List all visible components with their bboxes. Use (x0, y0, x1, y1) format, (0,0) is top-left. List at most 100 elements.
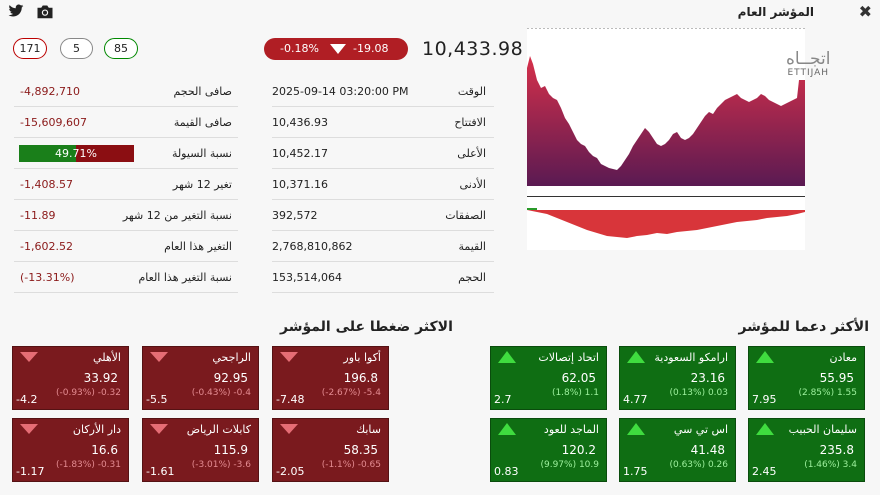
stats-row: نسبة السيولة 49.71% (14, 138, 238, 169)
stock-price: 62.05 (561, 371, 596, 385)
stock-price: 196.8 (343, 371, 378, 385)
net-flow-area (527, 210, 805, 238)
advancing-count-badge: 85 (104, 38, 138, 59)
stock-change: (-1.1%) -0.65 (321, 460, 381, 470)
pressure-card[interactable]: كابلات الرياض 115.9 (-3.01%) -3.6 -1.61 (142, 418, 259, 482)
stock-price: 16.6 (91, 443, 118, 457)
stock-change: (-1.83%) -0.31 (55, 460, 121, 470)
stock-name: دار الأركان (72, 423, 121, 436)
stock-name: معادن (829, 351, 857, 364)
index-points-impact: -7.48 (276, 393, 305, 406)
support-card[interactable]: سليمان الحبيب 235.8 (1.46%) 3.4 2.45 (748, 418, 865, 482)
detail-label: الأدنى (459, 178, 486, 191)
logo-arabic: اتجــاه (786, 49, 831, 69)
stat-value: -4,892,710 (20, 85, 80, 98)
up-triangle-icon (756, 423, 774, 435)
stats-table: صافى الحجم -4,892,710 صافى القيمة -15,60… (14, 76, 238, 293)
detail-value: 10,436.93 (272, 116, 328, 129)
index-points-impact: -4.2 (16, 393, 38, 406)
details-row: الافتتاح 10,436.93 (272, 107, 494, 138)
support-card[interactable]: اتحاد إتصالات 62.05 (1.8%) 1.1 2.7 (490, 346, 607, 410)
detail-value: 10,371.16 (272, 178, 328, 191)
stats-row: صافى القيمة -15,609,607 (14, 107, 238, 138)
details-table: الوقت 2025-09-14 03:20:00 PM الافتتاح 10… (272, 76, 494, 293)
stock-name: الأهلي (93, 351, 121, 364)
index-points-impact: 0.83 (494, 465, 519, 478)
stock-price: 55.95 (819, 371, 854, 385)
details-row: الأعلى 10,452.17 (272, 138, 494, 169)
stats-row: صافى الحجم -4,892,710 (14, 76, 238, 107)
up-triangle-icon (627, 351, 645, 363)
stat-value: (-13.31%) (20, 271, 75, 284)
details-row: القيمة 2,768,810,862 (272, 231, 494, 262)
index-change-percent: -0.18% (280, 42, 319, 55)
stat-label: صافى الحجم (173, 85, 232, 98)
detail-value: 392,572 (272, 209, 318, 222)
pressure-card[interactable]: سابك 58.35 (-1.1%) -0.65 -2.05 (272, 418, 389, 482)
pressure-card[interactable]: الأهلي 33.92 (-0.93%) -0.32 -4.2 (12, 346, 129, 410)
close-icon[interactable]: ✖ (858, 2, 872, 21)
pressure-card[interactable]: أكوا باور 196.8 (-2.67%) -5.4 -7.48 (272, 346, 389, 410)
stat-label: نسبة السيولة (171, 147, 232, 160)
liquidity-bar: 49.71% (19, 145, 134, 162)
index-change-badge: -0.18% -19.08 (264, 38, 408, 60)
index-points-impact: 2.45 (752, 465, 777, 478)
stat-value: -15,609,607 (20, 116, 87, 129)
down-triangle-icon (280, 424, 298, 434)
up-triangle-icon (498, 423, 516, 435)
down-triangle-icon (20, 424, 38, 434)
camera-icon[interactable] (36, 4, 54, 19)
intraday-chart[interactable] (527, 28, 805, 250)
down-triangle-icon (20, 352, 38, 362)
stock-change: (0.63%) 0.26 (669, 460, 728, 470)
stats-row: نسبة التغير هذا العام (-13.31%) (14, 262, 238, 293)
down-triangle-icon (280, 352, 298, 362)
stock-name: الماجد للعود (543, 423, 599, 436)
stock-price: 58.35 (343, 443, 378, 457)
stock-name: سابك (356, 423, 381, 436)
stock-price: 120.2 (561, 443, 596, 457)
stock-price: 23.16 (690, 371, 725, 385)
stock-price: 115.9 (213, 443, 248, 457)
down-arrow-icon (330, 44, 346, 54)
stock-name: أكوا باور (343, 351, 381, 364)
down-triangle-icon (150, 352, 168, 362)
declining-count-badge: 171 (13, 38, 47, 59)
pressure-card[interactable]: الراجحي 92.95 (-0.43%) -0.4 -5.5 (142, 346, 259, 410)
details-row: الصفقات 392,572 (272, 200, 494, 231)
liquidity-bar-fill (19, 145, 77, 162)
index-points-impact: -1.17 (16, 465, 45, 478)
up-triangle-icon (498, 351, 516, 363)
support-card[interactable]: اس تي سي 41.48 (0.63%) 0.26 1.75 (619, 418, 736, 482)
stat-value: -11.89 (20, 209, 56, 222)
up-triangle-icon (756, 351, 774, 363)
pressure-card[interactable]: دار الأركان 16.6 (-1.83%) -0.31 -1.17 (12, 418, 129, 482)
detail-value: 10,452.17 (272, 147, 328, 160)
support-card[interactable]: معادن 55.95 (2.85%) 1.55 7.95 (748, 346, 865, 410)
index-points-impact: 4.77 (623, 393, 648, 406)
detail-label: القيمة (458, 240, 486, 253)
stock-name: اتحاد إتصالات (538, 351, 599, 364)
stock-price: 41.48 (690, 443, 725, 457)
stock-name: سليمان الحبيب (788, 423, 857, 436)
detail-value: 2,768,810,862 (272, 240, 353, 253)
support-card[interactable]: الماجد للعود 120.2 (9.97%) 10.9 0.83 (490, 418, 607, 482)
twitter-icon[interactable] (8, 4, 24, 18)
stock-name: اس تي سي (673, 423, 728, 436)
index-points-impact: 1.75 (623, 465, 648, 478)
stock-change: (9.97%) 10.9 (540, 460, 599, 470)
stats-row: تغير 12 شهر -1,408.57 (14, 169, 238, 200)
index-points-impact: 2.7 (494, 393, 512, 406)
stat-value: -1,602.52 (20, 240, 73, 253)
index-change-points: -19.08 (353, 42, 389, 55)
detail-label: الوقت (457, 85, 486, 98)
details-row: الأدنى 10,371.16 (272, 169, 494, 200)
detail-label: الافتتاح (454, 116, 486, 129)
unchanged-count-badge: 5 (60, 38, 93, 59)
support-card[interactable]: ارامكو السعودية 23.16 (0.13%) 0.03 4.77 (619, 346, 736, 410)
stats-row: التغير هذا العام -1,602.52 (14, 231, 238, 262)
detail-label: الأعلى (457, 147, 486, 160)
stat-label: نسبة التغير هذا العام (138, 271, 232, 284)
stock-change: (-0.93%) -0.32 (55, 388, 121, 398)
stock-name: كابلات الرياض (186, 423, 251, 436)
